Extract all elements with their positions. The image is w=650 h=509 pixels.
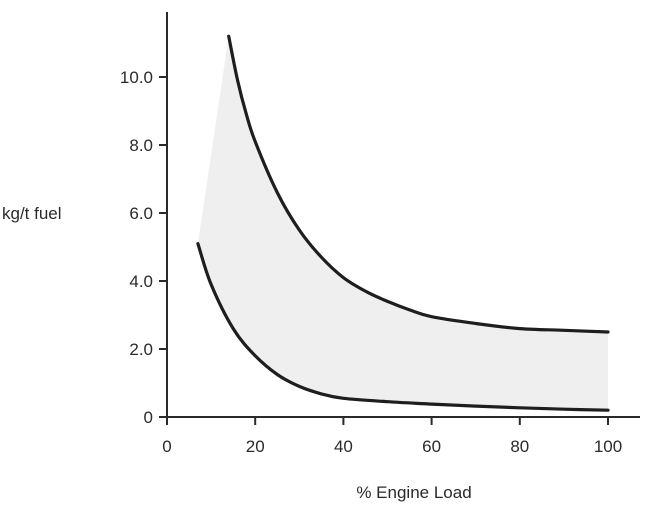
upper-curve — [227, 34, 610, 334]
y-tick-label: 10.0 — [120, 68, 153, 87]
x-tick-label: 60 — [422, 437, 441, 456]
x-axis-ticks: 0 20 40 60 80 100 — [162, 417, 622, 456]
y-axis-ticks: 0 2.0 4.0 6.0 8.0 10.0 — [120, 68, 167, 427]
y-axis-label: kg/t fuel — [2, 204, 62, 223]
y-tick-label: 8.0 — [129, 136, 153, 155]
lower-curve — [196, 242, 610, 412]
x-tick-label: 0 — [162, 437, 171, 456]
y-tick-label: 0 — [144, 408, 153, 427]
curves — [196, 34, 610, 412]
shaded-range-band-area — [197, 36, 608, 411]
y-tick-label: 6.0 — [129, 204, 153, 223]
x-tick-label: 20 — [246, 437, 265, 456]
shaded-range-band — [197, 36, 608, 411]
y-tick-label: 4.0 — [129, 272, 153, 291]
x-tick-label: 100 — [594, 437, 622, 456]
x-axis-label: % Engine Load — [356, 483, 471, 502]
x-tick-label: 40 — [334, 437, 353, 456]
x-tick-label: 80 — [510, 437, 529, 456]
y-tick-label: 2.0 — [129, 340, 153, 359]
